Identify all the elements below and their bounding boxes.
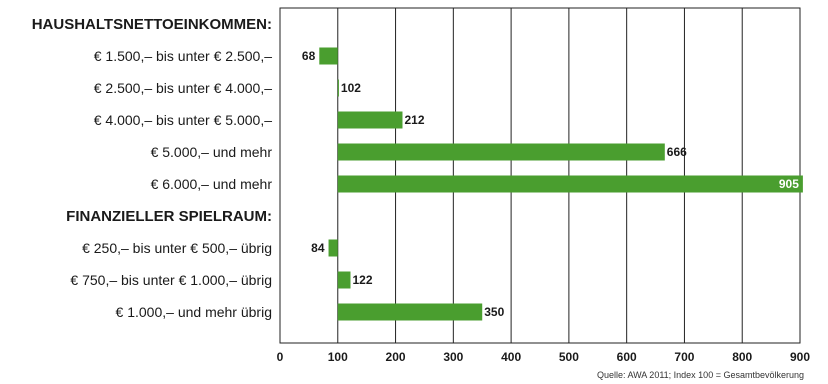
x-tick-label: 700 [674,350,694,364]
value-label: 212 [404,113,424,127]
bar [337,143,665,161]
x-tick-label: 100 [328,350,348,364]
value-label: 350 [484,305,504,319]
category-label: € 5.000,– und mehr [151,144,273,160]
section-title-1: HAUSHALTSNETTOEINKOMMEN: [32,16,272,33]
x-tick-label: 400 [501,350,521,364]
bar [337,175,803,193]
bar [319,47,338,65]
bar [337,303,483,321]
value-label: 666 [667,145,687,159]
value-label: 68 [302,49,316,63]
value-label: 905 [779,177,799,191]
x-tick-label: 200 [386,350,406,364]
x-tick-label: 800 [732,350,752,364]
bar [337,79,339,97]
x-tick-label: 300 [443,350,463,364]
category-label: € 1.500,– bis unter € 2.500,– [94,48,272,64]
bar [328,239,338,257]
value-label: 84 [311,241,325,255]
bar [337,111,403,129]
category-label: € 2.500,– bis unter € 4.000,– [94,80,272,96]
category-label: € 1.000,– und mehr übrig [116,304,272,320]
source-note: Quelle: AWA 2011; Index 100 = Gesamtbevö… [596,370,804,380]
x-tick-label: 500 [559,350,579,364]
x-tick-label: 900 [790,350,810,364]
value-label: 102 [341,81,361,95]
x-tick-label: 600 [617,350,637,364]
category-label: € 250,– bis unter € 500,– übrig [82,240,272,256]
category-label: € 6.000,– und mehr [151,176,273,192]
value-label: 122 [352,273,372,287]
bar [337,271,351,289]
category-label: € 750,– bis unter € 1.000,– übrig [70,272,272,288]
category-label: € 4.000,– bis unter € 5.000,– [94,112,272,128]
x-tick-label: 0 [277,350,284,364]
section-title-2: FINANZIELLER SPIELRAUM: [66,208,272,225]
